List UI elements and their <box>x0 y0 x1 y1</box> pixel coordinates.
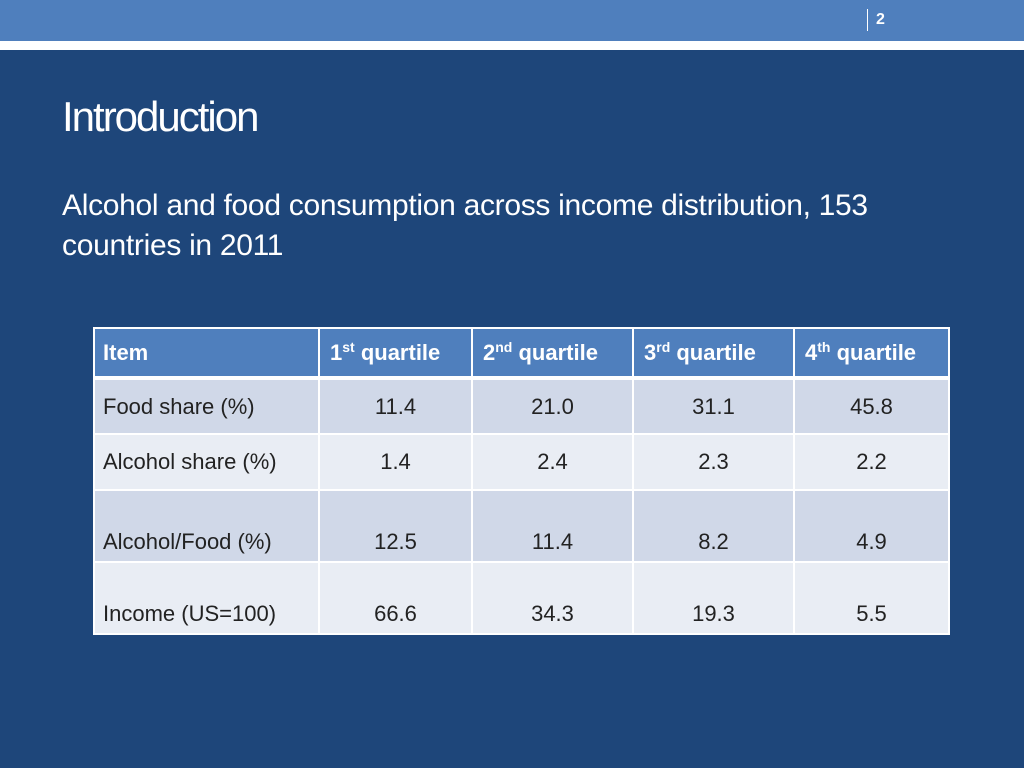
table-row-income: Income (US=100) 66.6 34.3 19.3 5.5 <box>93 561 950 635</box>
table-cell: 34.3 <box>471 561 634 635</box>
row-label: Alcohol share (%) <box>93 433 320 491</box>
top-bar <box>0 0 1024 41</box>
header-q4-number: 4 <box>805 339 818 365</box>
table-cell: 66.6 <box>318 561 473 635</box>
table-cell: 5.5 <box>793 561 950 635</box>
table-cell: 2.4 <box>471 433 634 491</box>
header-q3: 3rd quartile <box>632 327 795 380</box>
header-q1-number: 1 <box>330 339 343 365</box>
header-q1-label: quartile <box>354 339 441 365</box>
table-cell: 11.4 <box>471 489 634 563</box>
quartile-table: Item 1st quartile 2nd quartile 3rd quart… <box>93 327 950 635</box>
header-q2-label: quartile <box>512 339 598 365</box>
header-q1: 1st quartile <box>318 327 473 380</box>
header-q4-label: quartile <box>830 339 917 365</box>
row-label: Income (US=100) <box>93 561 320 635</box>
header-q3-number: 3 <box>644 339 657 365</box>
table-row-alcohol-food: Alcohol/Food (%) 12.5 11.4 8.2 4.9 <box>93 489 950 563</box>
slide-subtitle: Alcohol and food consumption across inco… <box>62 189 868 262</box>
table-cell: 45.8 <box>793 377 950 435</box>
table-cell: 8.2 <box>632 489 795 563</box>
header-q4: 4th quartile <box>793 327 950 380</box>
table-cell: 12.5 <box>318 489 473 563</box>
header-q1-ordinal: st <box>342 338 355 355</box>
slide-number: 2 <box>867 9 885 31</box>
table-cell: 21.0 <box>471 377 634 435</box>
header-q2-number: 2 <box>483 339 496 365</box>
table-row-alcohol-share: Alcohol share (%) 1.4 2.4 2.3 2.2 <box>93 433 950 491</box>
header-q3-label: quartile <box>670 339 756 365</box>
table-cell: 19.3 <box>632 561 795 635</box>
table-cell: 2.3 <box>632 433 795 491</box>
table-header-row: Item 1st quartile 2nd quartile 3rd quart… <box>93 327 950 380</box>
header-q2: 2nd quartile <box>471 327 634 380</box>
table-row-food-share: Food share (%) 11.4 21.0 31.1 45.8 <box>93 377 950 435</box>
top-rule-divider <box>0 41 1024 50</box>
header-q2-ordinal: nd <box>495 338 513 355</box>
table-cell: 1.4 <box>318 433 473 491</box>
row-label: Food share (%) <box>93 377 320 435</box>
table-cell: 2.2 <box>793 433 950 491</box>
table-cell: 11.4 <box>318 377 473 435</box>
table-cell: 4.9 <box>793 489 950 563</box>
header-item: Item <box>93 327 320 380</box>
header-item-label: Item <box>103 339 149 365</box>
slide-title: Introduction <box>62 93 259 140</box>
row-label: Alcohol/Food (%) <box>93 489 320 563</box>
header-q3-ordinal: rd <box>656 338 671 355</box>
header-q4-ordinal: th <box>817 338 831 355</box>
table-cell: 31.1 <box>632 377 795 435</box>
